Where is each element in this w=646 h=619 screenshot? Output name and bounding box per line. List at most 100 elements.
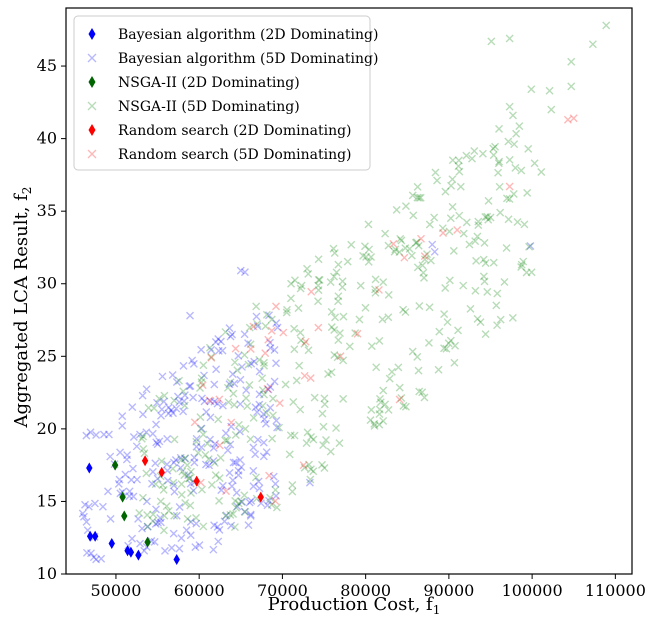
x-marker-point xyxy=(272,319,281,328)
x-marker-point xyxy=(527,268,536,277)
legend-item: Random search (2D Dominating) xyxy=(88,123,352,139)
x-marker-point xyxy=(408,191,417,200)
x-marker-point xyxy=(186,311,195,320)
x-marker-point xyxy=(254,477,263,486)
y-tick-label: 10 xyxy=(37,564,57,583)
x-marker-point xyxy=(247,496,256,505)
diamond-marker-point xyxy=(257,491,264,503)
x-marker-point xyxy=(320,464,329,473)
x-marker-point xyxy=(282,305,291,314)
x-marker-point xyxy=(413,263,422,272)
x-marker-point xyxy=(236,375,245,384)
x-marker-point xyxy=(90,499,99,508)
x-marker-point xyxy=(257,499,266,508)
x-marker-point xyxy=(98,502,107,511)
x-marker-point xyxy=(173,392,182,401)
x-marker-point xyxy=(172,404,181,413)
x-marker-point xyxy=(271,496,280,505)
x-tick-label: 60000 xyxy=(174,581,225,600)
x-marker-point xyxy=(228,476,237,485)
x-marker-point xyxy=(147,479,156,488)
x-marker-point xyxy=(199,430,208,439)
x-marker-point xyxy=(261,349,270,358)
x-marker-point xyxy=(158,481,167,490)
x-marker-point xyxy=(371,275,380,284)
x-marker-point xyxy=(230,400,239,409)
x-marker-point xyxy=(169,478,178,487)
x-marker-point xyxy=(230,523,239,532)
x-marker-point xyxy=(413,193,422,202)
x-marker-point xyxy=(401,202,410,211)
x-marker-point xyxy=(473,232,482,241)
x-marker-point xyxy=(251,473,260,482)
x-marker-point xyxy=(175,376,184,385)
x-marker-point xyxy=(415,387,424,396)
x-marker-point xyxy=(454,162,463,171)
x-marker-point xyxy=(236,400,245,409)
x-marker-point xyxy=(160,391,169,400)
x-marker-point xyxy=(259,452,268,461)
x-marker-point xyxy=(286,294,295,303)
x-marker-point xyxy=(353,329,362,338)
x-marker-point xyxy=(192,513,201,522)
x-marker-point xyxy=(231,496,240,505)
x-marker-point xyxy=(82,548,91,557)
x-marker-point xyxy=(480,238,489,247)
x-marker-point xyxy=(240,491,249,500)
x-marker-point xyxy=(332,268,341,277)
x-marker-point xyxy=(142,469,151,478)
x-marker-point xyxy=(379,386,388,395)
x-marker-point xyxy=(213,522,222,531)
x-marker-point xyxy=(249,322,258,331)
x-marker-point xyxy=(465,240,474,249)
x-marker-point xyxy=(440,344,449,353)
x-marker-point xyxy=(261,322,270,331)
x-marker-point xyxy=(397,394,406,402)
x-marker-point xyxy=(197,374,206,383)
x-marker-point xyxy=(472,256,481,265)
x-marker-point xyxy=(186,531,195,540)
x-marker-point xyxy=(216,453,225,462)
x-marker-point xyxy=(476,318,485,327)
x-marker-point xyxy=(318,409,327,418)
x-marker-point xyxy=(255,484,264,493)
x-marker-point xyxy=(194,448,203,457)
x-marker-point xyxy=(118,412,127,421)
x-marker-point xyxy=(317,460,326,469)
x-marker-point xyxy=(122,455,131,464)
x-marker-point xyxy=(481,259,490,268)
x-marker-point xyxy=(180,401,189,410)
x-marker-point xyxy=(175,544,184,553)
x-marker-point xyxy=(177,455,186,464)
x-marker-point xyxy=(334,260,343,269)
x-marker-point xyxy=(387,367,396,376)
x-marker-point xyxy=(270,377,279,386)
x-marker-point xyxy=(504,215,513,224)
x-marker-point xyxy=(384,313,393,322)
x-marker-point xyxy=(148,467,157,476)
y-tick-label: 35 xyxy=(37,201,57,220)
x-marker-point xyxy=(228,330,237,339)
x-marker-point xyxy=(139,444,148,453)
x-marker-point xyxy=(139,432,148,441)
x-marker-point xyxy=(157,457,166,466)
x-marker-point xyxy=(420,252,429,261)
x-marker-point xyxy=(168,371,177,380)
x-marker-point xyxy=(215,525,224,534)
x-marker-point xyxy=(264,385,273,394)
x-marker-point xyxy=(441,284,450,293)
x-marker-point xyxy=(167,406,176,415)
x-marker-point xyxy=(489,151,498,160)
x-marker-point xyxy=(195,541,204,550)
series-1 xyxy=(78,240,535,564)
x-marker-point xyxy=(446,336,455,345)
y-tick-label: 25 xyxy=(37,346,57,365)
x-marker-point xyxy=(78,509,87,518)
x-marker-point xyxy=(237,362,246,371)
x-marker-point xyxy=(416,193,425,202)
x-marker-point xyxy=(359,251,368,260)
x-marker-point xyxy=(505,34,514,43)
x-marker-point xyxy=(365,245,374,254)
x-marker-point xyxy=(151,519,160,528)
x-marker-point xyxy=(237,463,246,472)
